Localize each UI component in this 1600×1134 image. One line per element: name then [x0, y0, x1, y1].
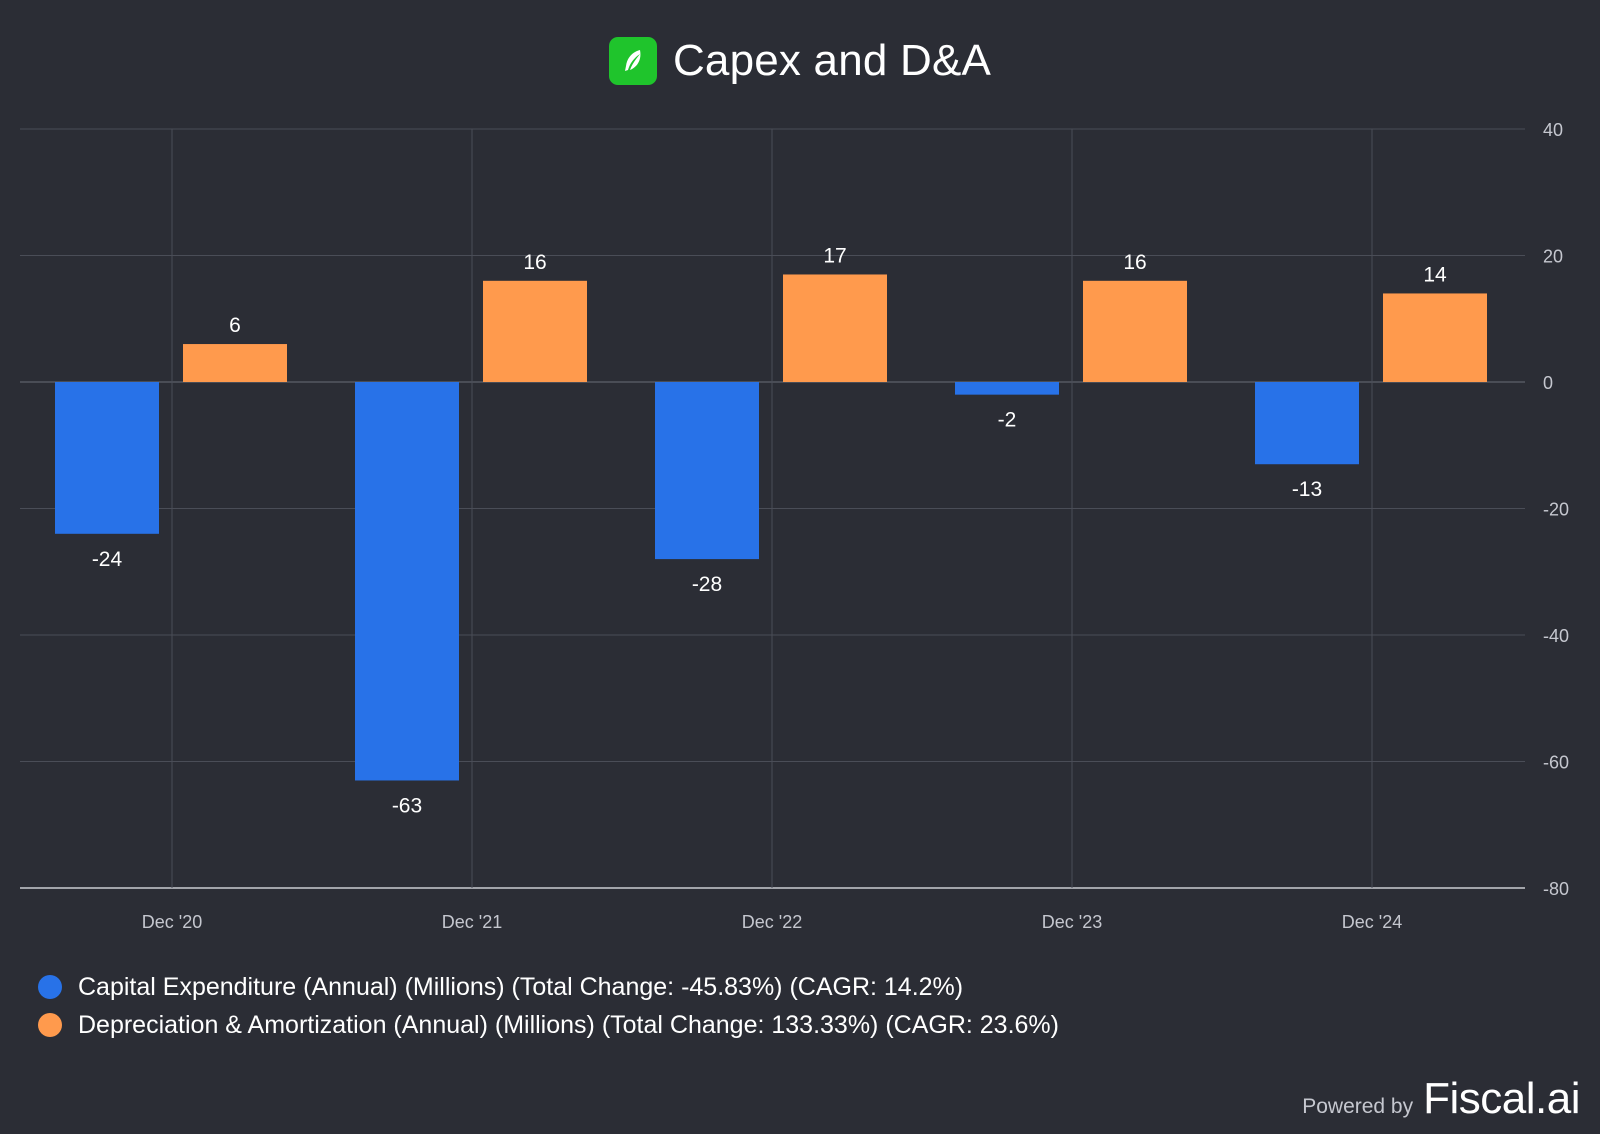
capex-bar: [1255, 382, 1359, 465]
da-data-label: 14: [1423, 263, 1447, 286]
bar-chart: 40 20 0 -20 -40 -60 -80 Dec '20 Dec '21 Dec '22 De…: [20, 120, 1569, 932]
x-tick-label: Dec '23: [1042, 912, 1102, 932]
y-tick-label: 40: [1543, 120, 1563, 140]
y-tick-label: 0: [1543, 373, 1553, 393]
da-bar: [1383, 293, 1487, 382]
legend: Capital Expenditure (Annual) (Millions) …: [38, 968, 1059, 1044]
legend-swatch-capex: [38, 975, 62, 999]
da-data-label: 17: [823, 244, 846, 267]
da-bar: [183, 344, 287, 382]
powered-by-label: Powered by: [1302, 1095, 1414, 1118]
capex-bar: [955, 382, 1059, 395]
x-tick-label: Dec '24: [1342, 912, 1402, 932]
legend-label-capex: Capital Expenditure (Annual) (Millions) …: [78, 972, 964, 1001]
legend-item-capex[interactable]: Capital Expenditure (Annual) (Millions) …: [38, 968, 1059, 1006]
y-tick-label: -60: [1543, 753, 1569, 773]
capex-data-label: -63: [392, 794, 422, 817]
y-tick-label: -20: [1543, 500, 1569, 520]
da-data-label: 16: [523, 251, 546, 274]
y-tick-label: -80: [1543, 879, 1569, 899]
legend-swatch-da: [38, 1013, 62, 1037]
capex-data-label: -24: [92, 548, 123, 571]
feather-logo-icon: [608, 37, 657, 85]
x-tick-label: Dec '22: [742, 912, 802, 932]
da-bar: [1083, 280, 1187, 382]
chart-title: Capex and D&A: [672, 36, 992, 85]
x-tick-label: Dec '21: [442, 912, 502, 932]
capex-data-label: -2: [998, 409, 1017, 432]
y-tick-label: 20: [1543, 247, 1563, 267]
capex-bar: [655, 382, 759, 560]
capex-data-label: -13: [1292, 478, 1322, 501]
capex-bar: [355, 382, 459, 781]
footer-branding: Powered by Fiscal.ai: [1302, 1074, 1580, 1124]
x-tick-label: Dec '20: [142, 912, 202, 932]
legend-label-da: Depreciation & Amortization (Annual) (Mi…: [78, 1010, 1059, 1039]
da-data-label: 6: [229, 314, 241, 337]
brand-logo-text[interactable]: Fiscal.ai: [1423, 1074, 1580, 1123]
y-tick-label: -40: [1543, 626, 1569, 646]
legend-item-da[interactable]: Depreciation & Amortization (Annual) (Mi…: [38, 1006, 1059, 1044]
da-bar: [783, 274, 887, 382]
da-bar: [483, 280, 587, 382]
capex-bar: [55, 382, 159, 534]
chart-header: Capex and D&A: [0, 30, 1600, 92]
capex-data-label: -28: [692, 573, 722, 596]
da-data-label: 16: [1123, 251, 1146, 274]
